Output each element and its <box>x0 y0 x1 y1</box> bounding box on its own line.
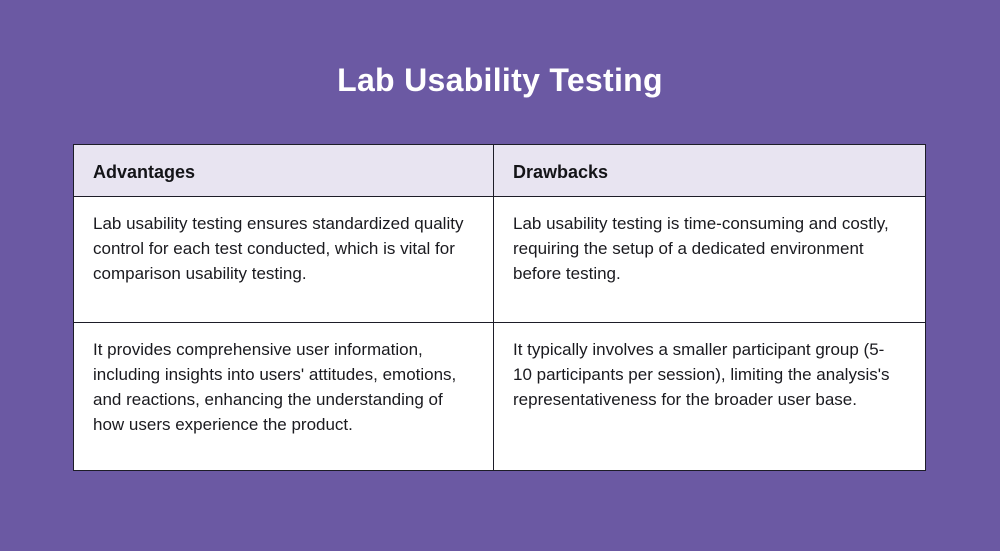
column-header-drawbacks: Drawbacks <box>493 144 926 197</box>
advantages-cell-1: Lab usability testing ensures standardiz… <box>73 196 494 323</box>
table-row: It provides comprehensive user informati… <box>73 322 926 471</box>
advantages-cell-2: It provides comprehensive user informati… <box>73 322 494 471</box>
advantages-drawbacks-table: Advantages Drawbacks Lab usability testi… <box>73 144 926 471</box>
table-header-row: Advantages Drawbacks <box>73 144 926 197</box>
drawbacks-cell-1: Lab usability testing is time-consuming … <box>493 196 926 323</box>
table-row: Lab usability testing ensures standardiz… <box>73 196 926 323</box>
drawbacks-cell-2: It typically involves a smaller particip… <box>493 322 926 471</box>
column-header-advantages: Advantages <box>73 144 494 197</box>
page-title: Lab Usability Testing <box>337 62 663 98</box>
